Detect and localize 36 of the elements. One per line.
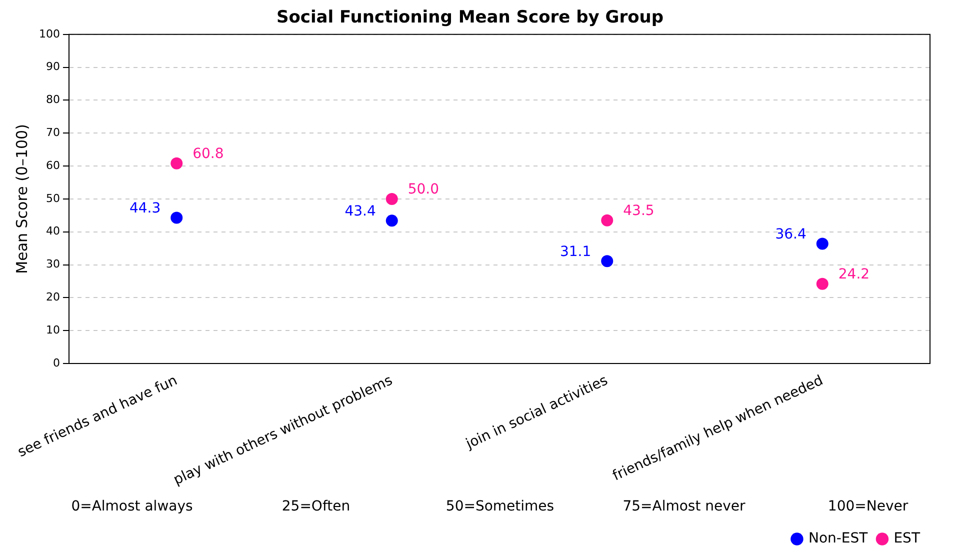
y-tick-label: 90 — [46, 60, 60, 74]
data-label: 43.5 — [623, 202, 654, 219]
point — [170, 212, 183, 224]
y-tick-label: 0 — [52, 356, 60, 370]
legend-label: Non-EST — [808, 530, 868, 547]
point — [816, 238, 828, 250]
text: 50=Sometimes — [446, 498, 554, 515]
y-axis-title: Mean Score (0–100) — [12, 124, 31, 274]
text: 100=Never — [828, 498, 908, 515]
y-tick-label: 70 — [46, 126, 60, 139]
data-label: 50.0 — [408, 182, 440, 198]
point — [386, 214, 398, 227]
y-tick-label: 20 — [46, 290, 60, 304]
data-label: 36.4 — [775, 226, 806, 242]
data-label: 43.4 — [344, 203, 376, 220]
text: 75=Almost never — [622, 498, 746, 515]
data-label: 60.8 — [192, 146, 224, 162]
y-tick-label: 80 — [46, 93, 60, 106]
point — [386, 192, 398, 205]
text: 0=Almost always — [71, 498, 193, 515]
point — [601, 214, 614, 226]
y-tick-label: 30 — [46, 258, 60, 271]
y-tick-label: 10 — [46, 323, 60, 336]
data-label: 31.1 — [560, 244, 592, 260]
y-tick-label: 40 — [46, 224, 60, 238]
point — [170, 157, 183, 170]
chart-title: Social Functioning Mean Score by Group — [276, 8, 664, 28]
y-tick-label: 50 — [46, 192, 60, 205]
legend-label: EST — [894, 530, 920, 547]
y-tick-label: 60 — [46, 158, 60, 172]
point — [816, 278, 828, 290]
text: 25=Often — [282, 498, 350, 515]
point — [601, 255, 614, 268]
data-label: 24.2 — [838, 266, 870, 283]
y-tick-label: 100 — [38, 27, 60, 40]
data-label: 44.3 — [129, 200, 161, 216]
